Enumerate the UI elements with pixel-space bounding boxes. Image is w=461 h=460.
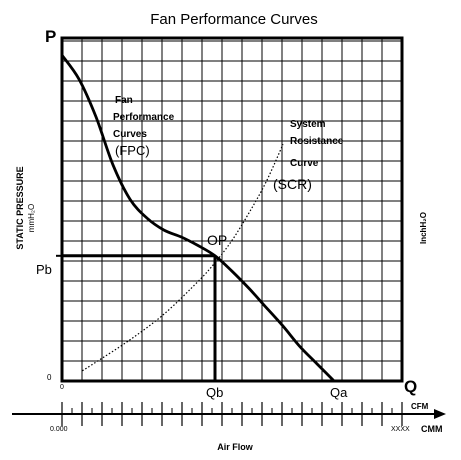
scale-arrow-head	[434, 409, 446, 419]
flow-axis-letter: Q	[404, 377, 417, 396]
plot-area	[56, 36, 404, 383]
flow-a-label: Qa	[330, 385, 348, 400]
scr-label-line3: Curve	[290, 158, 319, 169]
scr-abbr: (SCR)	[273, 176, 312, 192]
fpc-label-line2: Performance	[113, 112, 175, 123]
x-axis-label: Air Flow	[217, 442, 253, 452]
fpc-label-line3: Curves	[113, 129, 147, 140]
cfm-unit-label: CFM	[411, 402, 429, 411]
operating-point-label: OP	[207, 232, 227, 248]
scr-label-line2: Rosistance	[290, 136, 344, 147]
cmm-unit-label: CMM	[421, 424, 443, 434]
operating-point-lines	[56, 254, 217, 381]
fpc-label-line1: Fan	[115, 95, 133, 106]
scale-ticks	[61, 402, 403, 426]
y-origin-label: 0	[47, 373, 52, 382]
scale-end-label: XXXX	[391, 426, 410, 433]
scr-label-line1: System	[290, 119, 326, 130]
y-axis-label: STATIC PRESSURE	[15, 166, 25, 249]
y-axis-unit-left: mmH₂O	[27, 204, 36, 232]
series-layer	[60, 54, 336, 382]
pressure-marker-label: Pb	[36, 262, 52, 277]
chart-title: Fan Performance Curves	[150, 11, 318, 28]
system-resistance-curve	[82, 144, 284, 372]
plot-frame	[60, 36, 404, 383]
y-axis-unit-right: InchH₂O	[419, 212, 428, 244]
pressure-axis-letter: P	[45, 27, 56, 46]
x-start-label: 0	[60, 384, 64, 391]
grid-lines	[62, 38, 402, 381]
scale-start-label: 0.000	[50, 426, 68, 433]
fpc-abbr: (FPC)	[115, 143, 150, 158]
fan-performance-curve	[60, 54, 336, 382]
flow-b-label: Qb	[206, 385, 223, 400]
